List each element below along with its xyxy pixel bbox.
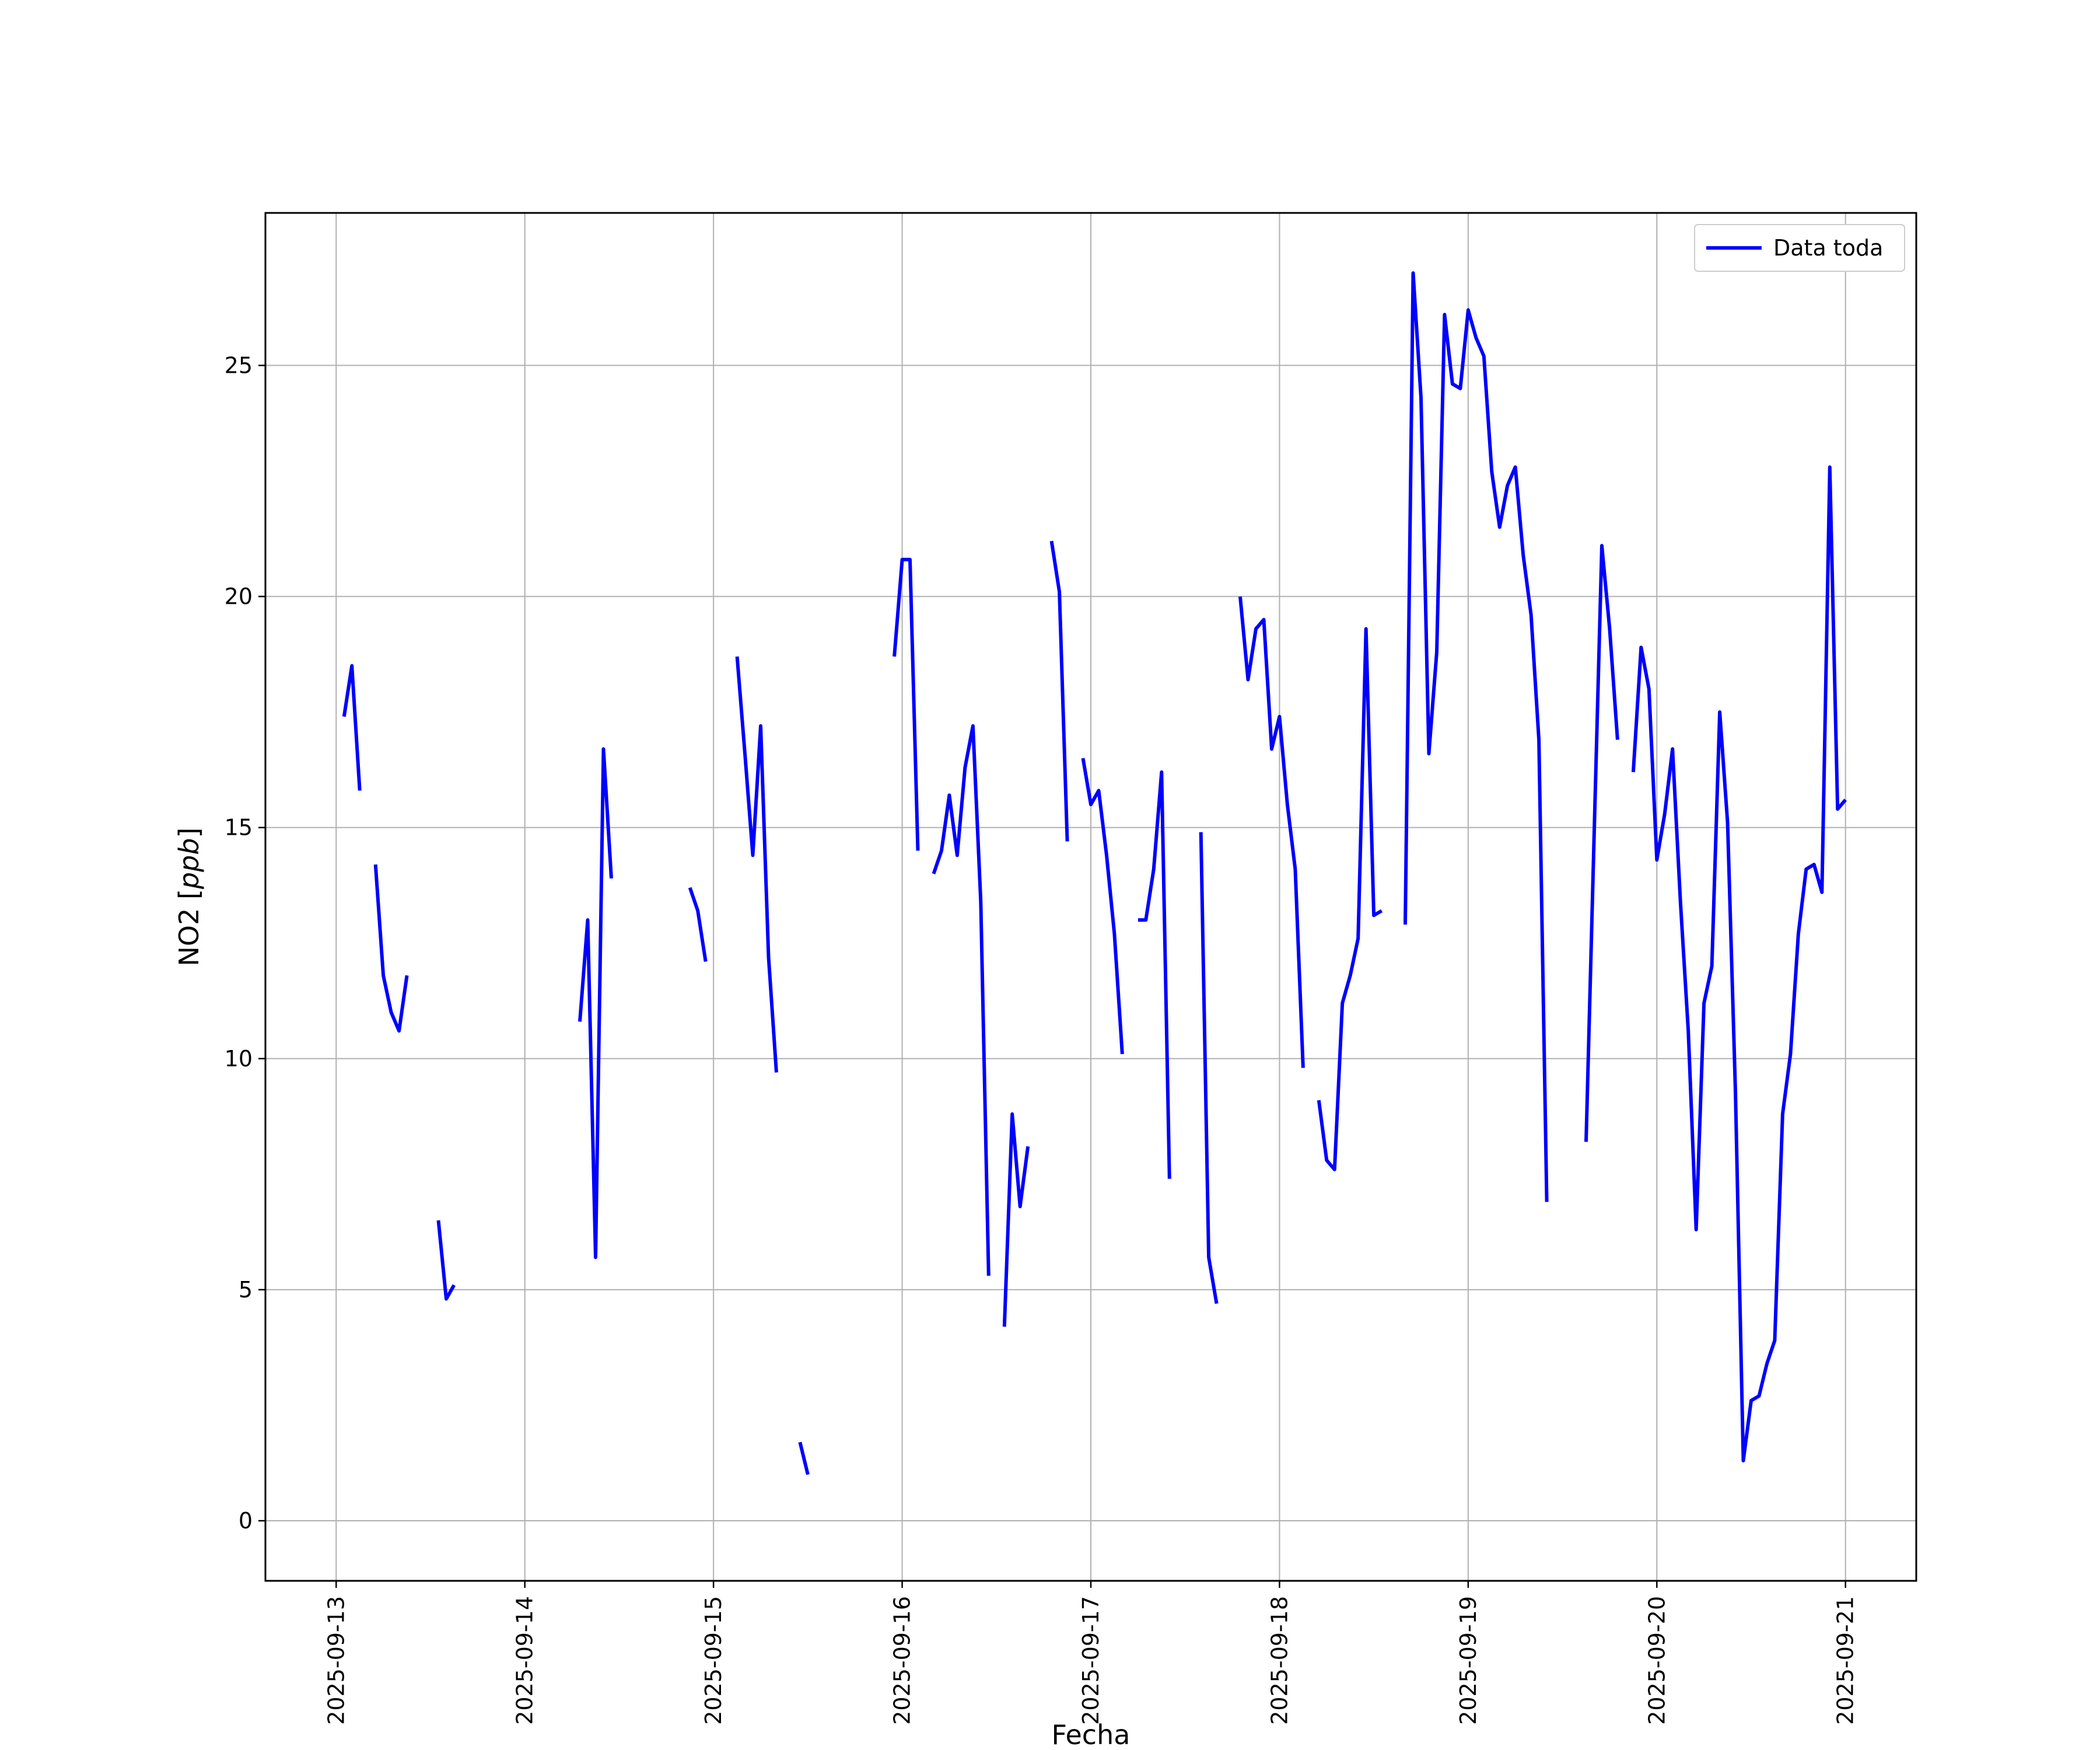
x-tick-label: 2025-09-21 — [1833, 1596, 1859, 1725]
series-line-segment — [1404, 271, 1549, 1202]
series-line-segment — [1631, 465, 1847, 1462]
series-data-toda — [342, 271, 1847, 1475]
x-tick-label: 2025-09-19 — [1455, 1596, 1481, 1725]
series-line-segment — [342, 664, 362, 791]
y-axis-label-unit: ppb — [173, 838, 205, 890]
x-tick-label: 2025-09-13 — [323, 1596, 349, 1725]
series-line-segment — [373, 864, 409, 1033]
x-axis-ticks: 2025-09-13 2025-09-14 2025-09-15 2025-09-16… — [323, 1581, 1859, 1725]
series-line-segment — [1138, 770, 1171, 1179]
x-tick-label: 2025-09-18 — [1266, 1596, 1292, 1725]
y-tick-label: 5 — [239, 1277, 253, 1303]
series-line-segment — [892, 558, 920, 851]
y-tick-label: 0 — [239, 1508, 253, 1534]
series-line-segment — [932, 724, 991, 1276]
series-line-segment — [1238, 596, 1305, 1068]
series-line-segment — [1199, 832, 1219, 1304]
x-axis-label: Fecha — [1052, 1719, 1130, 1750]
series-line-segment — [735, 656, 778, 1073]
series-line-segment — [1584, 544, 1619, 1142]
x-tick-label: 2025-09-15 — [701, 1596, 726, 1725]
series-line-segment — [688, 887, 708, 962]
y-tick-label: 25 — [225, 352, 253, 378]
y-tick-label: 20 — [225, 584, 253, 610]
x-tick-label: 2025-09-17 — [1078, 1596, 1104, 1725]
x-tick-label: 2025-09-14 — [512, 1596, 538, 1725]
series-line-segment — [1049, 541, 1069, 842]
y-axis-ticks: 0 5 10 15 20 25 — [225, 352, 265, 1534]
series-line-segment — [436, 1220, 456, 1301]
series-line-segment — [1002, 1112, 1030, 1327]
grid — [265, 213, 1916, 1581]
series-line-segment — [1081, 758, 1124, 1055]
x-tick-label: 2025-09-20 — [1644, 1596, 1670, 1725]
x-tick-label: 2025-09-16 — [890, 1596, 915, 1725]
y-axis-label-close: ] — [173, 827, 205, 838]
legend: Data toda — [1694, 224, 1905, 272]
y-tick-label: 10 — [225, 1046, 253, 1072]
series-line-segment — [1317, 627, 1383, 1171]
series-line-segment — [798, 1441, 810, 1475]
legend-box — [1694, 224, 1905, 272]
y-tick-label: 15 — [225, 815, 253, 841]
y-axis-label-main: NO2 [ — [173, 889, 205, 966]
y-axis-label: NO2 [ppb] — [173, 827, 205, 966]
series-line-segment — [578, 747, 613, 1259]
legend-label: Data toda — [1773, 235, 1883, 261]
